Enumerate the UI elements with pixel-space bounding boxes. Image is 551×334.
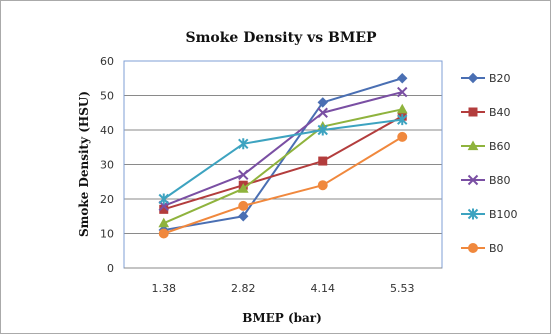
data-point-b80: [317, 107, 328, 118]
x-tick-label: 2.82: [231, 282, 256, 295]
series-layer: [158, 73, 408, 239]
y-tick-label: 10: [100, 228, 114, 241]
data-point-b20: [397, 73, 408, 84]
series-b100: [158, 114, 408, 205]
legend-item-b0: B0: [461, 242, 504, 255]
series-line-b0: [163, 136, 403, 235]
legend-label: B20: [489, 72, 511, 85]
x-axis-title: BMEP (bar): [242, 311, 322, 325]
series-line-b20: [163, 77, 403, 232]
y-axis-title: Smoke Density (HSU): [77, 91, 91, 237]
x-tick-label: 4.14: [311, 282, 336, 295]
data-point-b60: [396, 103, 408, 114]
legend: B20 B40 B60 B80 B100 B0: [461, 72, 518, 255]
data-point-b0: [317, 180, 328, 191]
legend-marker: [468, 107, 478, 117]
y-tick-label: 50: [100, 90, 114, 103]
legend-label: B100: [489, 208, 518, 221]
data-point-b100: [238, 138, 249, 150]
legend-marker: [467, 72, 479, 84]
x-tick-label: 5.53: [390, 282, 415, 295]
data-point-b40: [318, 156, 328, 166]
series-b80: [158, 86, 408, 212]
data-point-b0: [158, 228, 169, 239]
axis-layer: 0 10 20 30 40 50 60 1.38 2.82 4.14 5.53: [100, 55, 442, 295]
legend-label: B0: [489, 242, 504, 255]
data-point-b20: [317, 97, 328, 108]
legend-label: B80: [489, 174, 511, 187]
data-point-b100: [317, 124, 328, 136]
legend-marker: [468, 243, 478, 253]
series-line-b80: [163, 91, 403, 207]
data-point-b100: [397, 114, 408, 126]
data-point-b0: [397, 131, 408, 142]
series-line-b100: [163, 118, 403, 200]
data-point-b100: [158, 193, 169, 205]
legend-item-b60: B60: [461, 140, 511, 153]
data-point-b80: [397, 86, 408, 98]
legend-item-b20: B20: [461, 72, 511, 85]
series-line-b40: [163, 115, 403, 211]
x-tick-label: 1.38: [152, 282, 177, 295]
data-point-b60: [158, 217, 170, 228]
data-point-b60: [237, 183, 249, 193]
legend-item-b100: B100: [461, 208, 518, 221]
y-tick-label: 60: [100, 55, 114, 68]
series-b0: [158, 131, 408, 239]
legend-marker: [467, 140, 479, 151]
legend-label: B60: [489, 140, 511, 153]
legend-marker: [467, 208, 479, 220]
data-point-b80: [238, 169, 249, 181]
legend-item-b40: B40: [461, 106, 511, 119]
y-tick-label: 40: [100, 124, 114, 137]
legend-label: B40: [489, 106, 511, 119]
legend-item-b80: B80: [461, 174, 511, 187]
data-point-b20: [238, 211, 249, 222]
series-line-b60: [163, 108, 403, 225]
series-b20: [158, 73, 408, 236]
y-tick-label: 30: [100, 159, 114, 172]
y-tick-label: 0: [107, 262, 114, 275]
chart-title: Smoke Density vs BMEP: [185, 30, 377, 46]
data-point-b0: [238, 200, 249, 211]
y-tick-label: 20: [100, 193, 114, 206]
legend-marker: [467, 174, 479, 186]
